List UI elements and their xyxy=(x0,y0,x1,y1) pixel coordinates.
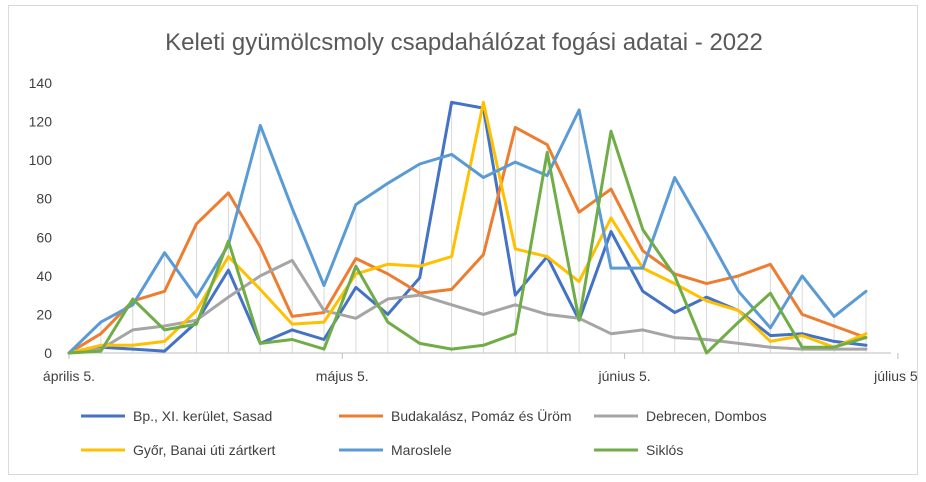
legend: Bp., XI. kerület, Sasad Budakalász, Pomáz… xyxy=(81,407,767,458)
y-tick-label: 80 xyxy=(36,191,52,207)
legend-label-2: Budakalász, Pomáz és Üröm xyxy=(391,407,572,424)
series-line-6 xyxy=(67,129,868,355)
legend-label-4: Győr, Banai úti zártkert xyxy=(133,442,276,458)
series-lines xyxy=(67,100,868,355)
series-line-5 xyxy=(67,108,868,355)
chart-title: Keleti gyümölcsmoly csapdahálózat fogási… xyxy=(165,29,763,56)
y-tick-label: 140 xyxy=(29,75,53,91)
legend-label-1: Bp., XI. kerület, Sasad xyxy=(133,408,272,424)
x-tick-label: május 5. xyxy=(316,368,369,384)
y-tick-label: 20 xyxy=(36,306,52,322)
chart-area: Keleti gyümölcsmoly csapdahálózat fogási… xyxy=(8,5,919,475)
series-line-2 xyxy=(67,125,868,355)
y-tick-label: 120 xyxy=(29,114,53,130)
y-tick-label: 0 xyxy=(44,345,52,361)
series-line-3 xyxy=(67,258,868,355)
series-line-4 xyxy=(67,100,868,355)
chart-svg: Keleti gyümölcsmoly csapdahálózat fogási… xyxy=(29,29,919,458)
legend-label-6: Siklós xyxy=(646,442,683,458)
legend-label-5: Maroslele xyxy=(391,442,452,458)
x-tick-label: április 5. xyxy=(43,368,95,384)
x-tick-label: július 5. xyxy=(873,368,919,384)
x-tick-label: június 5. xyxy=(598,368,651,384)
axes: 0 20 40 60 80 100 120 140 április 5. május 5. júni… xyxy=(29,75,919,384)
y-tick-label: 40 xyxy=(36,268,52,284)
y-tick-label: 60 xyxy=(36,229,52,245)
y-tick-label: 100 xyxy=(29,152,53,168)
legend-label-3: Debrecen, Dombos xyxy=(646,408,767,424)
